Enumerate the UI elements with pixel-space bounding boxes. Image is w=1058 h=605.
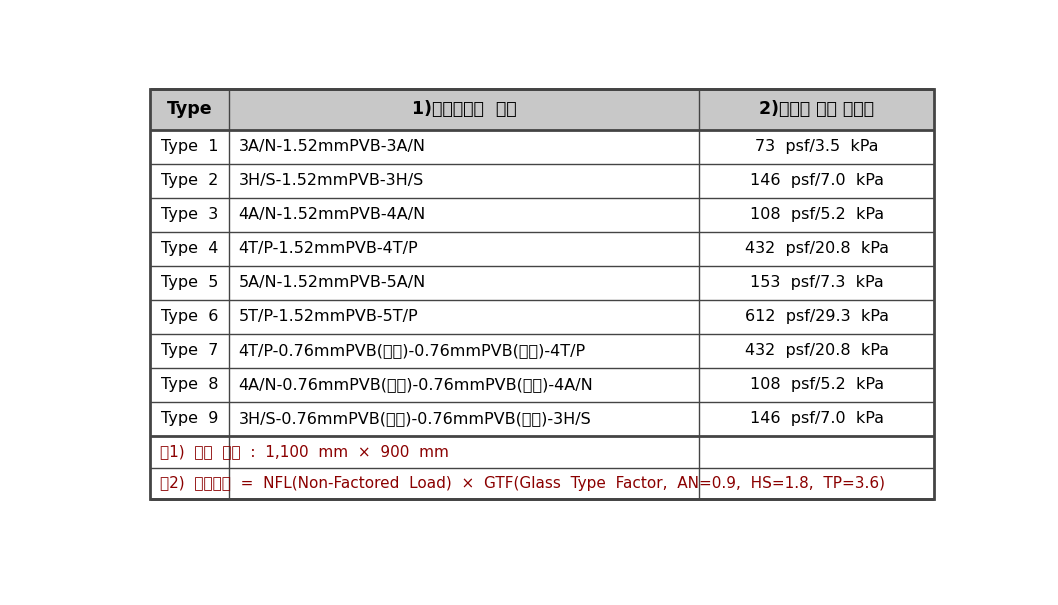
Text: Type  4: Type 4 [161,241,218,257]
Text: Type  5: Type 5 [161,275,218,290]
Text: 73  psf/3.5  kPa: 73 psf/3.5 kPa [754,139,878,154]
Text: Type  8: Type 8 [161,378,218,393]
Text: 4T/P-1.52mmPVB-4T/P: 4T/P-1.52mmPVB-4T/P [238,241,418,257]
Text: Type  3: Type 3 [161,208,218,223]
Text: 5T/P-1.52mmPVB-5T/P: 5T/P-1.52mmPVB-5T/P [238,309,418,324]
Text: 3H/S-1.52mmPVB-3H/S: 3H/S-1.52mmPVB-3H/S [238,174,424,188]
Text: 108  psf/5.2  kPa: 108 psf/5.2 kPa [749,208,883,223]
Text: 주2)  내충격압  =  NFL(Non-Factored  Load)  ×  GTF(Glass  Type  Factor,  AN=0.9,  HS=: 주2) 내충격압 = NFL(Non-Factored Load) × GTF(… [160,476,886,491]
Bar [150,89,934,130]
Text: 153  psf/7.3  kPa: 153 psf/7.3 kPa [750,275,883,290]
Text: Type  6: Type 6 [161,309,218,324]
Text: Type  9: Type 9 [161,411,218,427]
Text: 4A/N-1.52mmPVB-4A/N: 4A/N-1.52mmPVB-4A/N [238,208,425,223]
Text: 146  psf/7.0  kPa: 146 psf/7.0 kPa [749,411,883,427]
Text: Type  2: Type 2 [161,174,218,188]
Text: 108  psf/5.2  kPa: 108 psf/5.2 kPa [749,378,883,393]
Text: 146  psf/7.0  kPa: 146 psf/7.0 kPa [749,174,883,188]
Text: 3A/N-1.52mmPVB-3A/N: 3A/N-1.52mmPVB-3A/N [238,139,425,154]
Text: 1)유리조합의  규격: 1)유리조합의 규격 [412,100,516,119]
Text: 5A/N-1.52mmPVB-5A/N: 5A/N-1.52mmPVB-5A/N [238,275,425,290]
Text: 3H/S-0.76mmPVB(차음)-0.76mmPVB(일반)-3H/S: 3H/S-0.76mmPVB(차음)-0.76mmPVB(일반)-3H/S [238,411,591,427]
Text: 432  psf/20.8  kPa: 432 psf/20.8 kPa [745,344,889,358]
Text: Type  1: Type 1 [161,139,218,154]
Text: Type  7: Type 7 [161,344,218,358]
Text: 612  psf/29.3  kPa: 612 psf/29.3 kPa [745,309,889,324]
Text: 4A/N-0.76mmPVB(차음)-0.76mmPVB(일반)-4A/N: 4A/N-0.76mmPVB(차음)-0.76mmPVB(일반)-4A/N [238,378,594,393]
Text: 4T/P-0.76mmPVB(차음)-0.76mmPVB(일반)-4T/P: 4T/P-0.76mmPVB(차음)-0.76mmPVB(일반)-4T/P [238,344,586,358]
Bar [150,89,934,499]
Text: 주1)  유리  크기  :  1,100  mm  ×  900  mm: 주1) 유리 크기 : 1,100 mm × 900 mm [160,444,449,459]
Text: 432  psf/20.8  kPa: 432 psf/20.8 kPa [745,241,889,257]
Text: 2)내충격 하중 저항력: 2)내충격 하중 저항력 [759,100,874,119]
Text: Type: Type [167,100,213,119]
Bar [150,436,934,499]
